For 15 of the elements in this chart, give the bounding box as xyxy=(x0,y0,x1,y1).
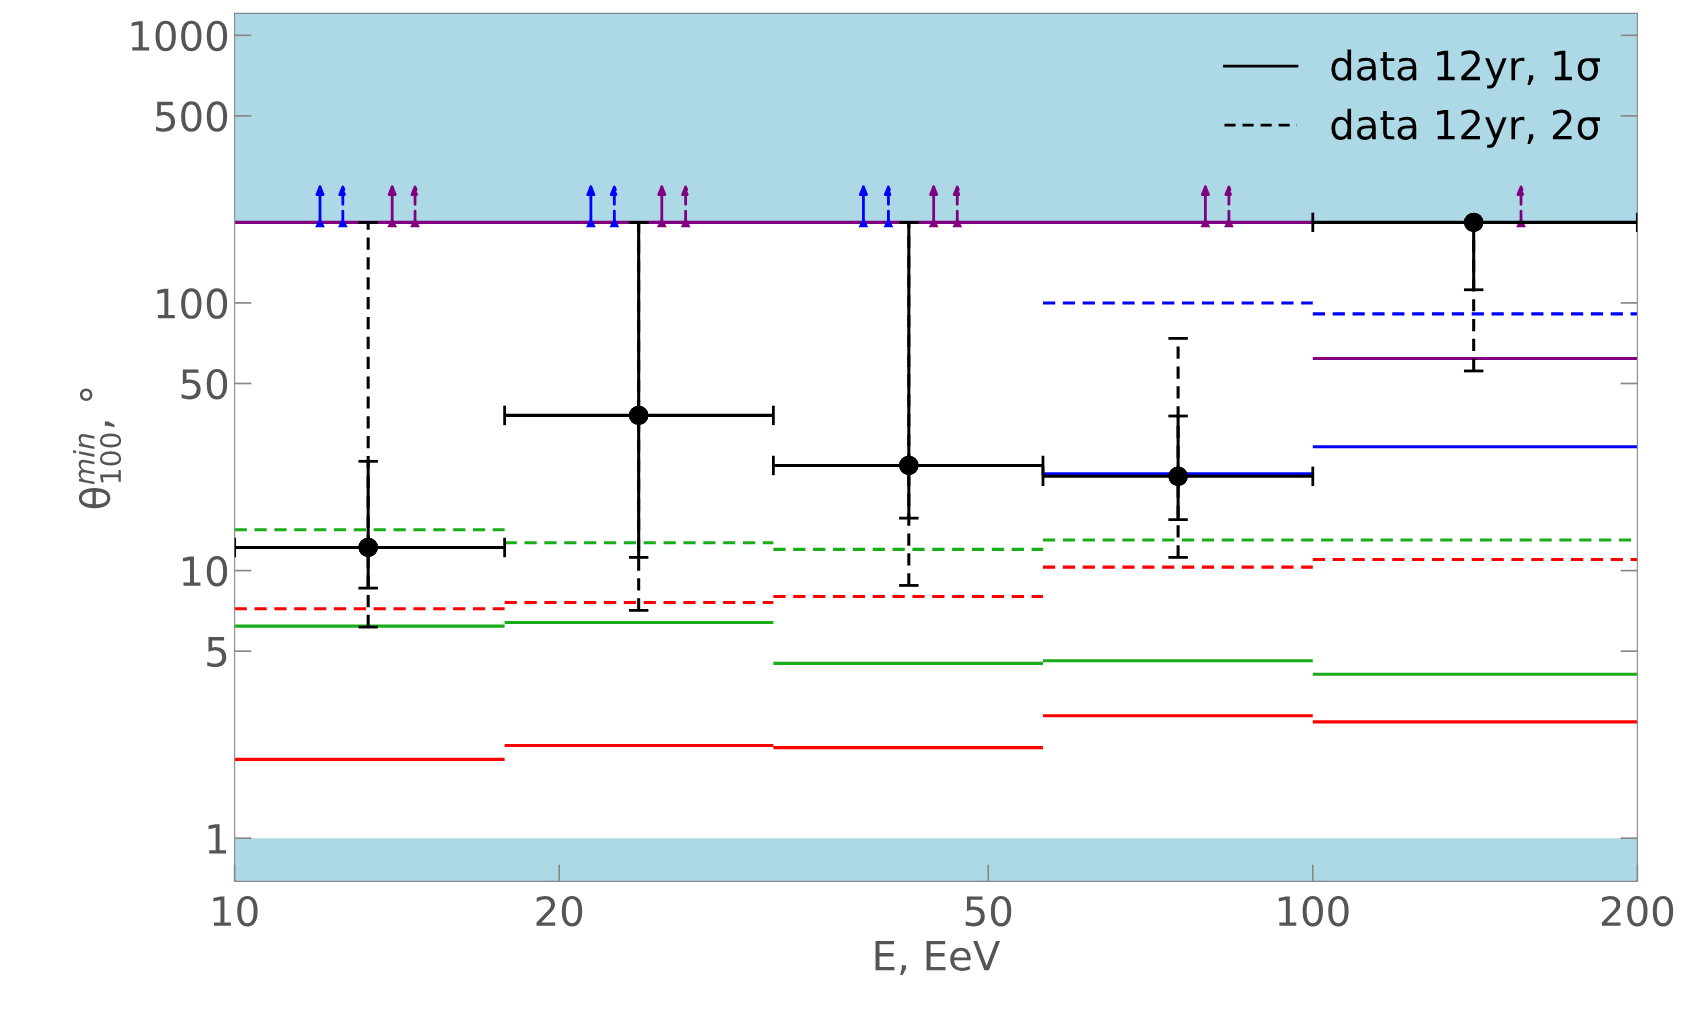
x-axis-title: E, EeV xyxy=(875,941,1001,976)
y-tick-label: 500 xyxy=(156,101,228,132)
x-tick-label: 20 xyxy=(536,895,583,927)
y-tick-label: 10 xyxy=(182,555,228,587)
legend-label: data 12yr, 1σ xyxy=(1331,49,1600,89)
y-tick-label: 50 xyxy=(181,368,228,400)
x-tick-label: 200 xyxy=(1601,895,1674,927)
y-axis-title: θ$^{min}$$_{100}$, ° xyxy=(72,388,122,509)
x-tick-label: 50 xyxy=(965,895,1012,927)
y-tick-label: 1 xyxy=(208,824,227,854)
y-tick-label: 1000 xyxy=(131,20,228,52)
y-tick-label: 5 xyxy=(207,637,227,668)
y-tick-label: 100 xyxy=(157,288,228,319)
legend-label: data 12yr, 2σ xyxy=(1331,108,1600,148)
x-tick-label: 100 xyxy=(1278,895,1349,927)
